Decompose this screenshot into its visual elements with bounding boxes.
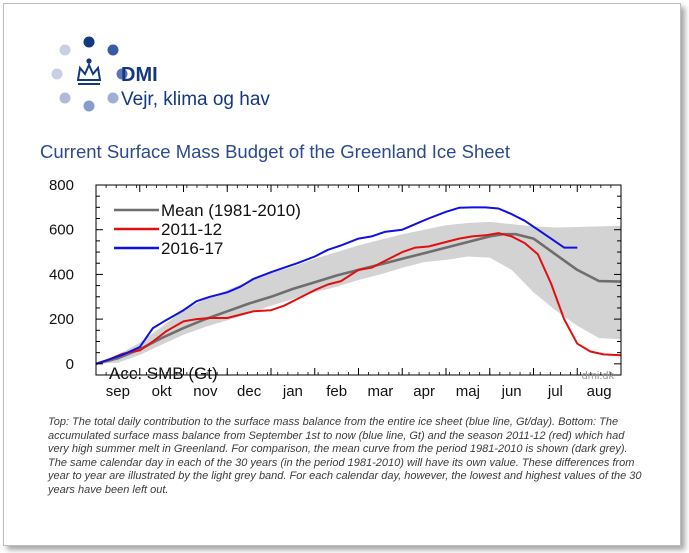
x-tick-label: jun xyxy=(501,383,522,400)
x-tick-label: feb xyxy=(326,383,347,400)
y-tick-label: 0 xyxy=(66,356,74,373)
brand-tagline: Vejr, klima og hav xyxy=(121,89,270,110)
page-frame: DMI Vejr, klima og hav Current Surface M… xyxy=(3,3,681,546)
inner-axis-label: Acc. SMB (Gt) xyxy=(109,364,218,383)
logo-dot xyxy=(59,92,71,104)
crown-icon xyxy=(76,58,102,85)
x-tick-label: nov xyxy=(193,383,218,400)
series-2011-12-line xyxy=(96,232,621,365)
logo-dot xyxy=(83,36,95,48)
x-tick-label: mar xyxy=(367,383,393,400)
x-tick-label: dec xyxy=(237,383,262,400)
x-tick-label: maj xyxy=(456,383,480,400)
logo-dot xyxy=(51,68,63,80)
dmi-logo xyxy=(51,36,128,112)
figure-caption: Top: The total daily contribution to the… xyxy=(48,416,642,496)
legend-label: 2016-17 xyxy=(161,239,223,258)
y-tick-label: 400 xyxy=(49,266,74,283)
spread-band xyxy=(96,221,621,364)
logo-dot xyxy=(107,44,119,56)
x-tick-label: jan xyxy=(282,383,303,400)
y-tick-label: 600 xyxy=(49,222,74,239)
smb-chart: 0 200 400 600 800 sep okt nov dec jan feb mar apr ma… xyxy=(49,177,622,400)
x-tick-label: jul xyxy=(547,383,563,400)
logo-dot xyxy=(59,44,71,56)
y-tick-label: 200 xyxy=(49,311,74,328)
legend-label: 2011-12 xyxy=(161,220,222,239)
brand-name[interactable]: DMI xyxy=(121,64,158,86)
logo-dot xyxy=(83,100,95,112)
series-2016-17-line xyxy=(96,206,578,365)
y-tick-label: 800 xyxy=(49,177,74,194)
x-tick-label: aug xyxy=(587,383,612,400)
page-title: Current Surface Mass Budget of the Green… xyxy=(40,141,510,162)
watermark: dmi.dk xyxy=(582,370,615,382)
logo-dot xyxy=(116,68,128,80)
x-tick-label: okt xyxy=(152,383,173,400)
logo-dot xyxy=(107,92,119,104)
x-tick-label: apr xyxy=(413,383,435,400)
x-tick-label: sep xyxy=(106,383,130,400)
legend-label: Mean (1981-2010) xyxy=(161,201,301,220)
